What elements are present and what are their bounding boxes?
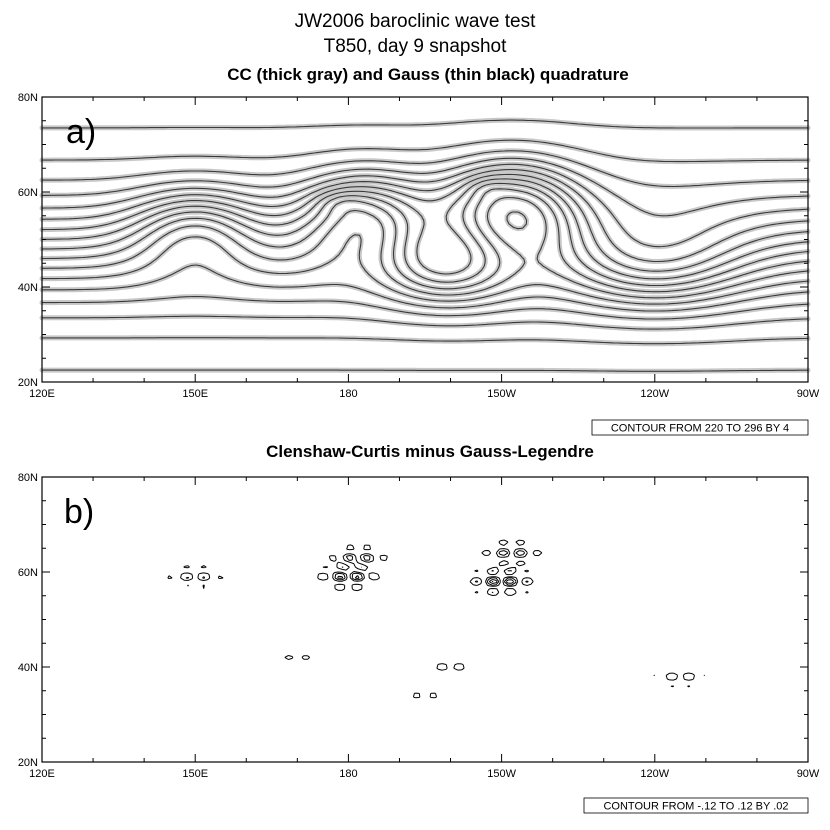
panel-b: Clenshaw-Curtis minus Gauss-Legendre 120… xyxy=(18,442,820,814)
y-tick-label: 40N xyxy=(18,282,38,294)
x-tick-label: 150W xyxy=(487,388,516,400)
panel-a-label: a) xyxy=(66,113,96,151)
negative-contour xyxy=(185,550,529,586)
x-tick-label: 120W xyxy=(640,768,669,780)
negative-contour xyxy=(337,575,498,584)
gauss-contour xyxy=(41,188,809,293)
x-tick-label: 120W xyxy=(640,388,669,400)
gauss-contour xyxy=(41,169,809,263)
y-tick-label: 80N xyxy=(18,92,38,104)
gauss-contour xyxy=(41,163,809,248)
x-tick-label: 90W xyxy=(797,388,820,400)
figure-title-line1: JW2006 baroclinic wave test xyxy=(295,11,536,32)
panel-a: CC (thick gray) and Gauss (thin black) q… xyxy=(18,65,820,436)
x-tick-label: 120E xyxy=(29,768,55,780)
y-tick-label: 80N xyxy=(18,472,38,484)
positive-contour xyxy=(354,575,515,584)
gauss-contour xyxy=(41,315,809,330)
panel-b-contour-info: CONTOUR FROM -.12 TO .12 BY .02 xyxy=(603,801,788,813)
panel-a-contour-info-box xyxy=(591,419,809,436)
panel-b-contour-info-box xyxy=(583,797,809,814)
x-tick-label: 90W xyxy=(797,768,820,780)
panel-b-plot-area xyxy=(42,477,808,762)
gauss-contour xyxy=(41,119,809,129)
x-tick-label: 120E xyxy=(29,388,55,400)
panel-b-contours xyxy=(167,539,705,699)
panel-a-ticks: 120E 150E 180 150W 120W 90W 20N 40N 60N 80N xyxy=(18,92,820,400)
gauss-contour xyxy=(41,182,809,287)
gauss-contour xyxy=(41,178,809,280)
panel-a-contour-info: CONTOUR FROM 220 TO 296 BY 4 xyxy=(611,423,789,435)
gauss-contour xyxy=(41,295,809,320)
y-tick-label: 20N xyxy=(18,757,38,769)
panel-b-ticks: 120E 150E 180 150W 120W 90W 20N 40N 60N 80N xyxy=(18,472,820,780)
gauss-contour xyxy=(41,196,809,299)
panel-b-label: b) xyxy=(64,493,94,531)
panel-a-contours xyxy=(39,117,811,374)
y-tick-label: 60N xyxy=(18,187,38,199)
positive-contour xyxy=(202,550,526,594)
gauss-contour xyxy=(41,150,809,188)
y-tick-label: 60N xyxy=(18,567,38,579)
negative-contour xyxy=(180,539,705,699)
gauss-contour xyxy=(41,337,809,345)
y-tick-label: 40N xyxy=(18,662,38,674)
gauss-contour xyxy=(41,211,809,305)
x-tick-label: 150E xyxy=(182,768,208,780)
panel-b-title: Clenshaw-Curtis minus Gauss-Legendre xyxy=(266,442,594,461)
figure-title-line2: T850, day 9 snapshot xyxy=(324,36,507,57)
panel-a-title: CC (thick gray) and Gauss (thin black) q… xyxy=(227,65,628,84)
x-tick-label: 150W xyxy=(487,768,516,780)
y-tick-label: 20N xyxy=(18,377,38,389)
gauss-contour xyxy=(41,264,809,312)
positive-contour xyxy=(167,539,695,699)
gauss-contour xyxy=(41,139,809,163)
gauss-contour xyxy=(41,157,809,217)
panel-a-plot-area xyxy=(42,97,808,382)
x-tick-label: 180 xyxy=(339,388,357,400)
x-tick-label: 180 xyxy=(339,768,357,780)
x-tick-label: 150E xyxy=(182,388,208,400)
gauss-contour xyxy=(41,173,809,272)
gauss-contour xyxy=(41,369,809,372)
